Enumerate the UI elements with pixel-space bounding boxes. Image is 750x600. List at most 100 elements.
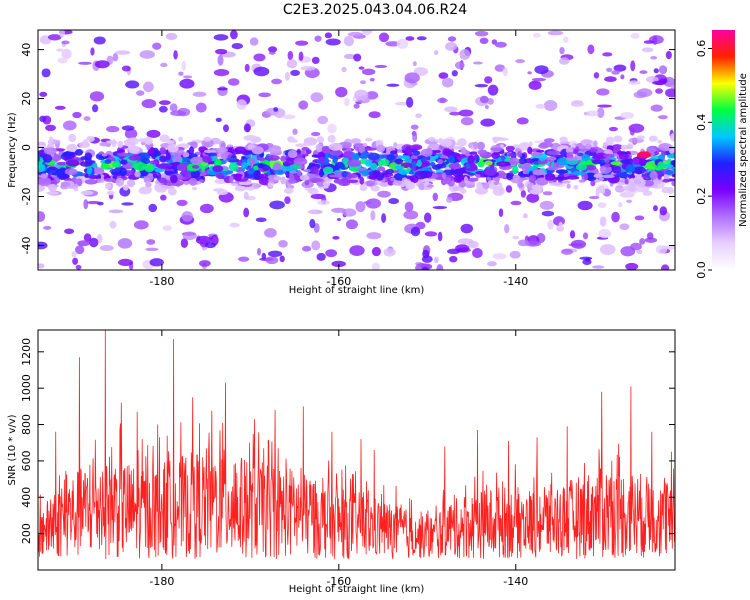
spectrogram-cell xyxy=(59,30,65,38)
spectrogram-cell xyxy=(603,153,615,158)
spectrogram-cell xyxy=(365,137,373,142)
spectrogram-cell xyxy=(93,36,106,45)
spectrogram-cell xyxy=(493,181,500,186)
spectrogram-cell xyxy=(585,142,591,151)
spectrogram-cell xyxy=(650,55,658,60)
spectrogram-cell xyxy=(454,61,465,70)
spectrogram-cell xyxy=(335,86,348,98)
spectrogram-cell xyxy=(154,167,165,173)
spectrogram-cell xyxy=(332,154,338,164)
spectrogram-cell xyxy=(96,234,103,244)
page-title: C2E3.2025.043.04.06.R24 xyxy=(282,2,468,18)
spectrogram-cell xyxy=(310,131,321,137)
spectrogram-cell xyxy=(90,47,95,56)
spectrogram-cell xyxy=(165,152,171,161)
spectrogram-cell xyxy=(633,178,642,185)
spectrogram-cell xyxy=(394,165,405,170)
spectrogram-cell xyxy=(46,191,59,195)
spectrogram-cell xyxy=(569,230,576,239)
spectrogram-cell xyxy=(410,144,423,151)
spectrogram-cell xyxy=(94,60,110,69)
spectrogram-cell xyxy=(143,174,148,183)
spectrogram-cell xyxy=(543,99,558,111)
spectrogram-cell xyxy=(639,70,648,74)
spectrogram-cell xyxy=(280,155,286,162)
spectrogram-cell xyxy=(477,149,488,156)
spectrogram-cell xyxy=(639,238,646,245)
spectrogram-cell xyxy=(539,200,555,210)
spectrogram-cell xyxy=(317,200,331,205)
spectrogram-cell xyxy=(118,149,125,153)
spectrogram-cell xyxy=(38,263,45,269)
spectrogram-cell xyxy=(546,156,557,161)
spectrogram-cell xyxy=(207,152,216,157)
spectrogram-cell xyxy=(226,144,234,148)
spectrogram-cell xyxy=(167,187,177,196)
spectrogram-cell xyxy=(369,162,378,171)
spectrogram-cell xyxy=(72,111,82,119)
spectrogram-cell xyxy=(447,36,457,42)
spectrogram-cell xyxy=(596,88,610,96)
spectrogram-cell xyxy=(365,198,382,209)
spectrogram-cell xyxy=(271,78,282,85)
spectrogram-cell xyxy=(467,172,476,176)
spectrogram-cell xyxy=(104,183,112,190)
spectrogram-cell xyxy=(106,125,120,133)
spectrogram-cell xyxy=(195,102,207,113)
spectrogram-cell xyxy=(145,181,152,188)
x-tick-label: -180 xyxy=(149,575,174,588)
spectrogram-cell xyxy=(39,91,48,97)
spectrogram-cell xyxy=(584,164,597,171)
spectrogram-cell xyxy=(376,144,386,153)
spectrogram-cell xyxy=(289,170,298,174)
spectrogram-cell xyxy=(377,190,391,198)
spectrogram-cell xyxy=(285,170,290,177)
spectrogram-cell xyxy=(634,215,645,221)
spectrogram-cell xyxy=(469,151,478,155)
spectrogram-cell xyxy=(257,163,265,169)
spectrogram-cell xyxy=(344,97,350,107)
spectrogram-cell xyxy=(655,88,663,94)
spectrogram-cell xyxy=(287,50,294,61)
spectrogram-cell xyxy=(309,218,316,229)
spectrogram-cell xyxy=(476,181,483,189)
spectrogram-cell xyxy=(155,187,167,193)
spectrogram-cell xyxy=(295,143,308,148)
spectrogram-cell xyxy=(424,231,438,237)
spectrogram-cell xyxy=(117,238,133,249)
spectrogram-cell xyxy=(361,30,373,36)
spectrogram-cell xyxy=(467,177,479,182)
spectrogram-cell xyxy=(176,163,187,172)
spectrogram-cell xyxy=(145,247,159,252)
spectrogram-cell xyxy=(597,104,612,108)
spectrogram-cell xyxy=(412,131,418,143)
spectrogram-cell xyxy=(60,173,70,179)
spectrogram-cell xyxy=(170,110,187,117)
spectrogram-cell xyxy=(669,132,675,142)
spectrogram-cell xyxy=(325,249,338,258)
spectrogram-cell xyxy=(253,165,259,171)
colorbar-tick-label: 0.6 xyxy=(695,40,708,58)
spectrogram-cell xyxy=(558,221,564,231)
spectrogram-cell xyxy=(317,115,329,125)
spectrogram-cell xyxy=(598,177,605,182)
spectrogram-cell xyxy=(601,174,615,179)
spectrogram-cell xyxy=(629,127,635,136)
spectrogram-cell xyxy=(68,133,77,143)
spectrogram-cell xyxy=(631,156,645,165)
colorbar-tick-label: 0.2 xyxy=(695,187,708,205)
spectrogram-cell xyxy=(643,40,655,44)
spectrogram-cell xyxy=(421,266,429,270)
spectrogram-cell xyxy=(658,65,668,75)
spectrogram-cell xyxy=(75,264,82,270)
spectrogram-cell xyxy=(89,91,105,102)
spectrogram-cell xyxy=(479,95,489,104)
spectrogram-cell xyxy=(202,155,212,163)
spectrogram-cell xyxy=(559,46,565,55)
colorbar-tick-label: 0.0 xyxy=(695,261,708,279)
spectrogram-cell xyxy=(42,115,52,125)
spectrogram-cell xyxy=(144,136,153,145)
spectrogram-cell xyxy=(88,174,101,180)
spectrogram-cell xyxy=(303,137,318,146)
spectrogram-cell xyxy=(300,65,316,71)
